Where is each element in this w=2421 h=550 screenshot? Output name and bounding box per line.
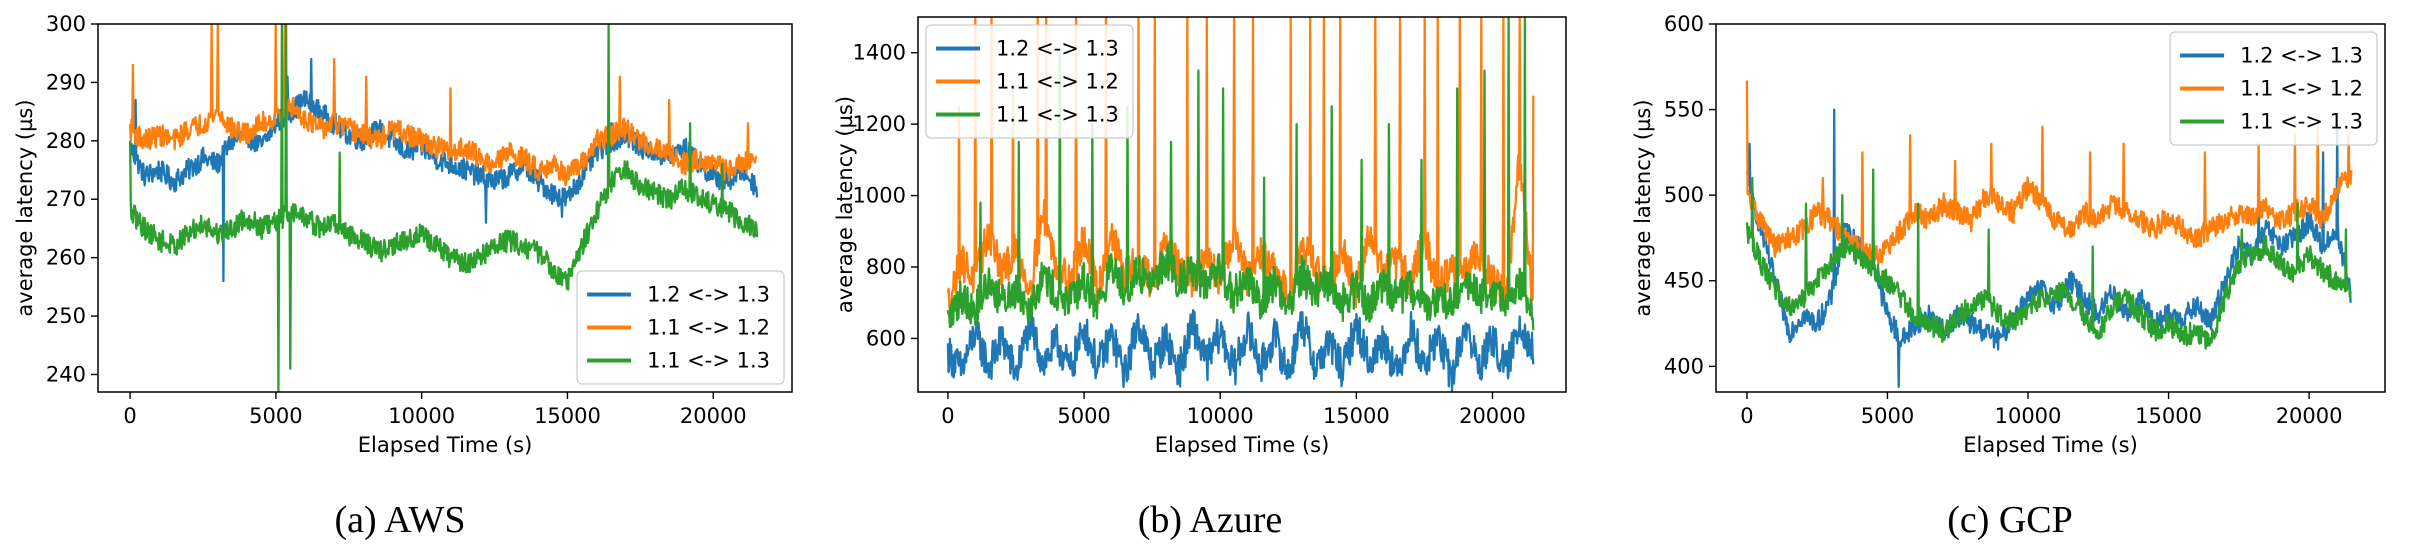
legend-label: 1.1 <-> 1.3 (2240, 110, 2363, 134)
x-tick-label: 5000 (249, 404, 302, 428)
legend-label: 1.1 <-> 1.3 (647, 349, 770, 373)
x-axis-label: Elapsed Time (s) (358, 433, 533, 457)
y-tick-label: 260 (46, 246, 86, 270)
axes-frame (917, 16, 1567, 393)
y-tick-label: 600 (1664, 12, 1704, 36)
series-line-1 (946, 308, 1535, 392)
plot-area (128, 24, 759, 392)
legend-label: 1.1 <-> 1.2 (996, 70, 1119, 94)
plot-area (946, 17, 1535, 392)
plot-area (1745, 80, 2353, 389)
axes-frame (97, 23, 793, 393)
legend-label: 1.1 <-> 1.2 (647, 316, 770, 340)
y-tick-label: 400 (1664, 354, 1704, 378)
axes-frame (1715, 23, 2386, 393)
x-tick-label: 0 (1740, 404, 1753, 428)
series-line-2 (946, 17, 1535, 314)
x-tick-label: 20000 (1459, 404, 1526, 428)
series-line-2 (128, 24, 758, 187)
y-tick-label: 240 (46, 362, 86, 386)
legend-label: 1.2 <-> 1.3 (647, 283, 770, 307)
y-axis-label: average latency (µs) (13, 99, 37, 316)
subfigure-caption: (c) GCP (1947, 499, 2073, 541)
y-tick-label: 290 (46, 70, 86, 94)
y-tick-label: 300 (46, 12, 86, 36)
x-axis-label: Elapsed Time (s) (1963, 433, 2138, 457)
y-tick-label: 280 (46, 129, 86, 153)
y-tick-label: 600 (866, 326, 906, 350)
y-axis-label: average latency (µs) (1631, 99, 1655, 316)
x-tick-label: 10000 (388, 404, 455, 428)
subfigure-caption: (b) Azure (1138, 499, 1283, 541)
y-tick-label: 1200 (853, 112, 906, 136)
y-tick-label: 550 (1664, 98, 1704, 122)
series-line-3 (1745, 168, 2352, 350)
subfigure-caption: (a) AWS (335, 499, 466, 541)
y-tick-label: 500 (1664, 183, 1704, 207)
x-tick-label: 15000 (2135, 404, 2202, 428)
y-tick-label: 1000 (853, 184, 906, 208)
y-tick-label: 450 (1664, 269, 1704, 293)
legend-label: 1.2 <-> 1.3 (2240, 44, 2363, 68)
x-tick-label: 15000 (534, 404, 601, 428)
y-tick-label: 270 (46, 187, 86, 211)
x-tick-label: 10000 (1995, 404, 2062, 428)
x-tick-label: 20000 (2276, 404, 2343, 428)
chart-aws: 0 5000 10000 15000 20000 240 250 260 270 280 290 30… (13, 12, 793, 541)
x-tick-label: 0 (941, 404, 954, 428)
chart-gcp: 0 5000 10000 15000 20000 400 450 500 550 600 Elaps… (1631, 12, 2386, 541)
y-axis-label: average latency (µs) (833, 96, 857, 313)
series-line-3 (946, 17, 1535, 331)
x-tick-label: 5000 (1861, 404, 1914, 428)
legend: 1.2 <-> 1.3 1.1 <-> 1.2 1.1 <-> 1.3 (925, 24, 1134, 139)
y-tick-label: 250 (46, 304, 86, 328)
x-tick-label: 10000 (1187, 404, 1254, 428)
legend: 1.2 <-> 1.3 1.1 <-> 1.2 1.1 <-> 1.3 (576, 270, 785, 385)
series-line-3 (128, 24, 759, 392)
legend-label: 1.1 <-> 1.3 (996, 103, 1119, 127)
series-line-2 (1745, 80, 2353, 266)
legend-label: 1.2 <-> 1.3 (996, 37, 1119, 61)
x-tick-label: 5000 (1057, 404, 1110, 428)
x-axis-label: Elapsed Time (s) (1155, 433, 1330, 457)
y-tick-label: 800 (866, 255, 906, 279)
legend: 1.2 <-> 1.3 1.1 <-> 1.2 1.1 <-> 1.3 (2169, 31, 2378, 146)
x-tick-label: 0 (123, 404, 136, 428)
chart-azure: 0 5000 10000 15000 20000 600 800 1000 1200 1400 El… (833, 16, 1567, 541)
x-tick-label: 20000 (680, 404, 747, 428)
y-tick-label: 1400 (853, 41, 906, 65)
legend-label: 1.1 <-> 1.2 (2240, 77, 2363, 101)
x-tick-label: 15000 (1323, 404, 1390, 428)
